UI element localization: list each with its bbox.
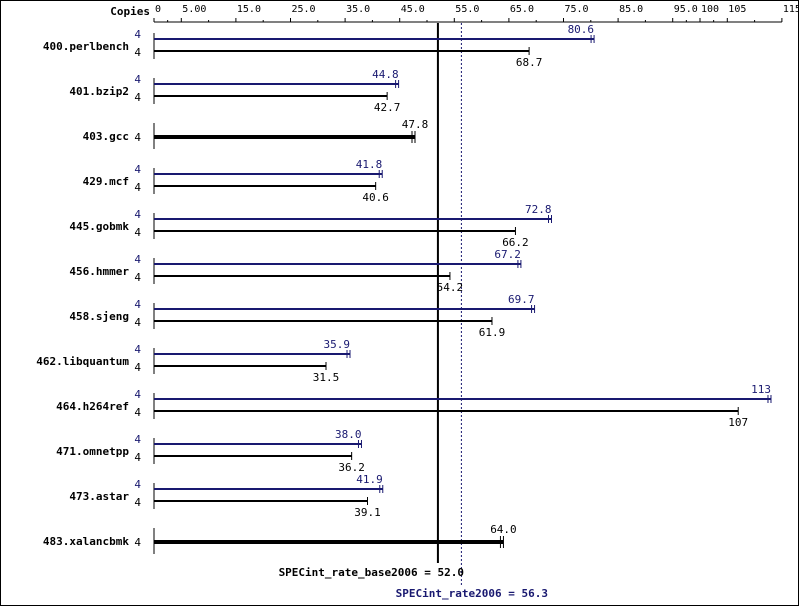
base-value-label: 66.2 [502, 236, 529, 249]
benchmark-label: 473.astar [69, 490, 129, 503]
base-value-label: 54.2 [437, 281, 464, 294]
axis-tick-label: 75.0 [565, 4, 589, 15]
benchmark-label: 445.gobmk [69, 220, 129, 233]
benchmark-label: 429.mcf [83, 175, 129, 188]
benchmark-row: 483.xalancbmk 4 64.0 [43, 523, 517, 554]
peak-value-label: 67.2 [494, 248, 521, 261]
peak-value-label: 69.7 [508, 293, 535, 306]
copies-count-peak: 4 [134, 388, 141, 401]
copies-count-peak: 4 [134, 208, 141, 221]
axis-tick-label: 115 [783, 4, 798, 15]
peak-value-label: 41.9 [356, 473, 383, 486]
axis-tick-label: 100 [701, 4, 719, 15]
benchmark-label: 456.hmmer [69, 265, 129, 278]
result-value-label: 47.8 [402, 118, 429, 131]
benchmark-label: 462.libquantum [36, 355, 129, 368]
copies-count-peak: 4 [134, 478, 141, 491]
axis-tick-label: 35.0 [346, 4, 370, 15]
benchmark-row: 456.hmmer 4 4 67.2 54.2 [69, 248, 522, 294]
copies-count-base: 4 [134, 496, 141, 509]
reference-lines [436, 23, 462, 585]
copies-header: Copies [110, 5, 150, 18]
axis-tick-label: 95.0 [674, 4, 698, 15]
copies-count: 4 [134, 536, 141, 549]
benchmark-row: 403.gcc 4 47.8 [83, 118, 429, 149]
benchmark-row: 473.astar 4 4 41.9 39.1 [69, 473, 384, 519]
peak-value-label: 113 [751, 383, 771, 396]
axis-tick-label: 15.0 [237, 4, 261, 15]
copies-count-base: 4 [134, 406, 141, 419]
copies-count-base: 4 [134, 271, 141, 284]
copies-count-peak: 4 [134, 73, 141, 86]
copies-count-base: 4 [134, 181, 141, 194]
peak-value-label: 44.8 [372, 68, 399, 81]
base-value-label: 36.2 [338, 461, 365, 474]
copies-count-base: 4 [134, 226, 141, 239]
benchmark-row: 401.bzip2 4 4 44.8 42.7 [69, 68, 400, 114]
copies-count: 4 [134, 131, 141, 144]
axis-tick-label: 65.0 [510, 4, 534, 15]
peak-value-label: 35.9 [324, 338, 351, 351]
copies-count-base: 4 [134, 361, 141, 374]
copies-count-base: 4 [134, 46, 141, 59]
axis-tick-label: 0 [155, 4, 161, 15]
base-value-label: 61.9 [479, 326, 506, 339]
axis-tick-label: 5.00 [182, 4, 206, 15]
result-value-label: 64.0 [490, 523, 517, 536]
benchmark-label: 471.omnetpp [56, 445, 129, 458]
benchmark-label: 483.xalancbmk [43, 535, 129, 548]
base-value-label: 42.7 [374, 101, 401, 114]
axis-tick-label: 85.0 [619, 4, 643, 15]
base-metric-label: SPECint_rate_base2006 = 52.0 [279, 566, 464, 579]
copies-count-peak: 4 [134, 28, 141, 41]
copies-count-base: 4 [134, 91, 141, 104]
peak-value-label: 41.8 [356, 158, 383, 171]
copies-count-peak: 4 [134, 253, 141, 266]
benchmark-row: 462.libquantum 4 4 35.9 31.5 [36, 338, 351, 384]
copies-count-base: 4 [134, 316, 141, 329]
peak-value-label: 80.6 [568, 23, 595, 36]
base-value-label: 39.1 [354, 506, 381, 519]
copies-count-peak: 4 [134, 433, 141, 446]
axis-tick-label: 45.0 [401, 4, 425, 15]
benchmark-label: 458.sjeng [69, 310, 129, 323]
benchmark-row: 458.sjeng 4 4 69.7 61.9 [69, 293, 536, 339]
copies-count-peak: 4 [134, 343, 141, 356]
benchmark-row: 400.perlbench 4 4 80.6 68.7 [43, 23, 595, 69]
benchmark-row: 429.mcf 4 4 41.8 40.6 [83, 158, 389, 204]
base-value-label: 68.7 [516, 56, 543, 69]
benchmark-label: 401.bzip2 [69, 85, 129, 98]
axis-tick-label: 105 [728, 4, 746, 15]
benchmark-row: 445.gobmk 4 4 72.8 66.2 [69, 203, 552, 249]
copies-count-base: 4 [134, 451, 141, 464]
peak-metric-label: SPECint_rate2006 = 56.3 [396, 587, 548, 600]
peak-value-label: 38.0 [335, 428, 362, 441]
benchmark-label: 464.h264ref [56, 400, 129, 413]
benchmark-row: 471.omnetpp 4 4 38.0 36.2 [56, 428, 365, 474]
copies-count-peak: 4 [134, 163, 141, 176]
benchmark-label: 403.gcc [83, 130, 129, 143]
peak-value-label: 72.8 [525, 203, 552, 216]
benchmark-label: 400.perlbench [43, 40, 129, 53]
benchmark-row: 464.h264ref 4 4 113 107 [56, 383, 772, 429]
base-value-label: 107 [728, 416, 748, 429]
axis-tick-label: 55.0 [455, 4, 479, 15]
base-value-label: 40.6 [362, 191, 389, 204]
metric-labels: Copies SPECint_rate_base2006 = 52.0 SPEC… [110, 5, 548, 600]
base-value-label: 31.5 [313, 371, 340, 384]
benchmark-rows: 400.perlbench 4 4 80.6 68.7 401.bzip2 4 4 44.8 42… [36, 23, 772, 554]
x-axis: 0 5.00 15.0 25.0 35.0 45.0 55.0 65.0 75.0 85.0 95.… [153, 4, 798, 23]
copies-count-peak: 4 [134, 298, 141, 311]
axis-tick-label: 25.0 [292, 4, 316, 15]
